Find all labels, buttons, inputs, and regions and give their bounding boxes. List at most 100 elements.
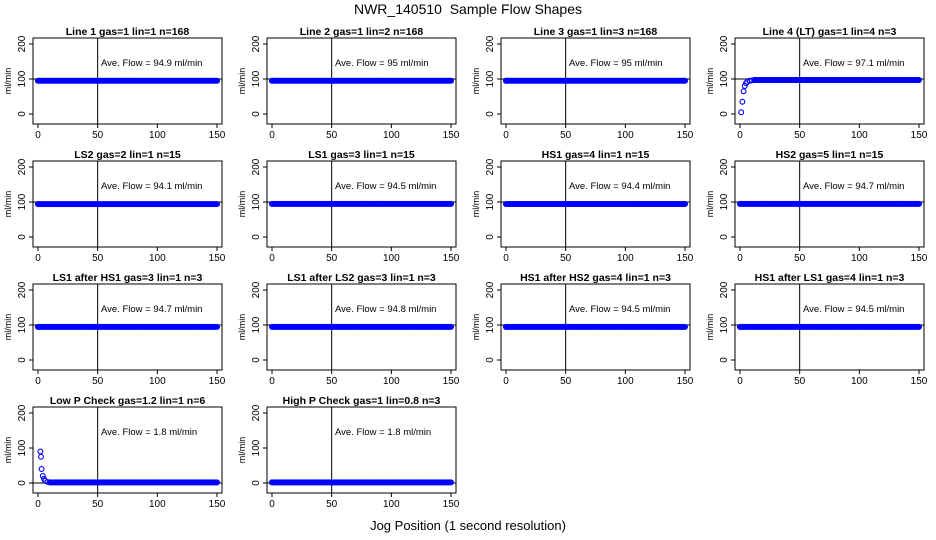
panel-title: HS1 after LS1 gas=4 lin=1 n=3: [755, 272, 905, 284]
data-point: [741, 83, 748, 89]
panel-11: HS1 after HS2 gas=4 lin=1 n=3 0 50 100 150 0 1…: [471, 272, 694, 387]
y-tick-label: 0: [485, 111, 496, 117]
data-point: [916, 323, 923, 330]
x-tick-label: 0: [737, 253, 743, 264]
x-tick-label: 0: [35, 253, 41, 264]
y-tick-label: 200: [719, 158, 730, 175]
x-tick-label: 50: [560, 376, 572, 387]
x-tick-label: 100: [617, 253, 634, 264]
x-tick-label: 150: [677, 376, 694, 387]
x-tick-label: 50: [92, 130, 104, 141]
data-point: [39, 473, 46, 479]
x-tick-label: 100: [383, 499, 400, 510]
data-point: [213, 479, 220, 486]
plot-frame: [500, 283, 691, 371]
y-tick-label: 200: [485, 281, 496, 298]
x-tick-label: 150: [911, 130, 928, 141]
plot-frame: [32, 406, 223, 494]
y-tick-label: 100: [251, 70, 262, 87]
plot-frame: [32, 37, 223, 125]
x-tick-label: 0: [35, 130, 41, 141]
plot-frame: [266, 406, 457, 494]
x-tick-label: 50: [92, 253, 104, 264]
y-axis-label: ml/min: [3, 191, 13, 218]
y-tick-label: 200: [485, 35, 496, 52]
data-point: [682, 323, 689, 330]
y-tick-label: 200: [485, 158, 496, 175]
y-tick-label: 100: [251, 193, 262, 210]
panel-12: HS1 after LS1 gas=4 lin=1 n=3 0 50 100 150 0 1…: [705, 272, 928, 387]
x-tick-label: 150: [677, 130, 694, 141]
y-axis-label: ml/min: [705, 68, 715, 95]
y-tick-label: 200: [251, 35, 262, 52]
x-tick-label: 100: [851, 376, 868, 387]
panel-title: LS2 gas=2 lin=1 n=15: [74, 149, 181, 161]
figure-title: NWR_140510 Sample Flow Shapes: [353, 1, 582, 17]
x-tick-label: 50: [92, 376, 104, 387]
x-tick-label: 0: [503, 130, 509, 141]
x-tick-label: 0: [269, 499, 275, 510]
panel-title: LS1 after LS2 gas=3 lin=1 n=3: [287, 272, 436, 284]
average-flow-annotation: Ave. Flow = 94.5 ml/min: [803, 304, 904, 315]
y-tick-label: 200: [251, 158, 262, 175]
y-axis-label: ml/min: [237, 191, 247, 218]
data-point: [213, 77, 220, 84]
y-axis-label: ml/min: [3, 437, 13, 464]
x-tick-label: 50: [92, 499, 104, 510]
average-flow-annotation: Ave. Flow = 1.8 ml/min: [335, 427, 431, 438]
x-tick-label: 100: [383, 130, 400, 141]
panel-title: HS1 after HS2 gas=4 lin=1 n=3: [520, 272, 671, 284]
x-tick-label: 0: [269, 130, 275, 141]
y-axis-label: ml/min: [705, 191, 715, 218]
y-tick-label: 0: [17, 234, 28, 240]
x-tick-label: 150: [443, 499, 460, 510]
x-tick-label: 50: [794, 376, 806, 387]
x-tick-label: 50: [326, 253, 338, 264]
average-flow-annotation: Ave. Flow = 94.5 ml/min: [335, 181, 436, 192]
x-tick-label: 50: [326, 130, 338, 141]
y-tick-label: 100: [17, 70, 28, 87]
y-tick-label: 0: [251, 234, 262, 240]
x-tick-label: 100: [851, 253, 868, 264]
plot-frame: [32, 283, 223, 371]
y-tick-label: 200: [17, 158, 28, 175]
data-point: [447, 200, 454, 207]
x-tick-label: 150: [677, 253, 694, 264]
x-tick-label: 150: [209, 253, 226, 264]
y-axis-label: ml/min: [237, 314, 247, 341]
y-tick-label: 200: [719, 281, 730, 298]
x-tick-label: 0: [35, 499, 41, 510]
panel-title: Line 4 (LT) gas=1 lin=4 n=3: [763, 26, 897, 38]
x-tick-label: 0: [269, 376, 275, 387]
x-tick-label: 150: [209, 376, 226, 387]
data-point: [738, 109, 745, 116]
average-flow-annotation: Ave. Flow = 1.8 ml/min: [101, 427, 197, 438]
y-tick-label: 200: [251, 281, 262, 298]
panel-7: HS1 gas=4 lin=1 n=15 0 50 100 150 0 100 200 ml/m…: [471, 149, 694, 264]
data-point: [447, 479, 454, 486]
panel-13: Low P Check gas=1.2 lin=1 n=6 0 50 100 150 0 1…: [3, 395, 226, 510]
x-tick-label: 50: [326, 376, 338, 387]
average-flow-annotation: Ave. Flow = 94.1 ml/min: [101, 181, 202, 192]
x-tick-label: 150: [443, 376, 460, 387]
x-tick-label: 50: [794, 253, 806, 264]
x-tick-label: 150: [209, 499, 226, 510]
x-tick-label: 100: [851, 130, 868, 141]
x-tick-label: 100: [383, 376, 400, 387]
x-tick-label: 100: [149, 499, 166, 510]
panel-14: High P Check gas=1 lin=0.8 n=3 0 50 100 150 0…: [237, 395, 460, 510]
data-point: [38, 453, 44, 460]
panel-9: LS1 after HS1 gas=3 lin=1 n=3 0 50 100 150 0 1…: [3, 272, 226, 387]
panel-2: Line 2 gas=1 lin=2 n=168 0 50 100 150 0 100 200…: [237, 26, 460, 141]
y-tick-label: 100: [251, 316, 262, 333]
y-tick-label: 0: [719, 111, 730, 117]
data-point: [739, 98, 746, 105]
panel-1: Line 1 gas=1 lin=1 n=168 0 50 100 150 0 100 200…: [3, 26, 226, 141]
x-tick-label: 0: [503, 376, 509, 387]
x-tick-label: 150: [911, 253, 928, 264]
panel-3: Line 3 gas=1 lin=3 n=168 0 50 100 150 0 100 200…: [471, 26, 694, 141]
x-tick-label: 100: [149, 376, 166, 387]
y-tick-label: 0: [251, 357, 262, 363]
average-flow-annotation: Ave. Flow = 94.8 ml/min: [335, 304, 436, 315]
plot-frame: [266, 160, 457, 248]
